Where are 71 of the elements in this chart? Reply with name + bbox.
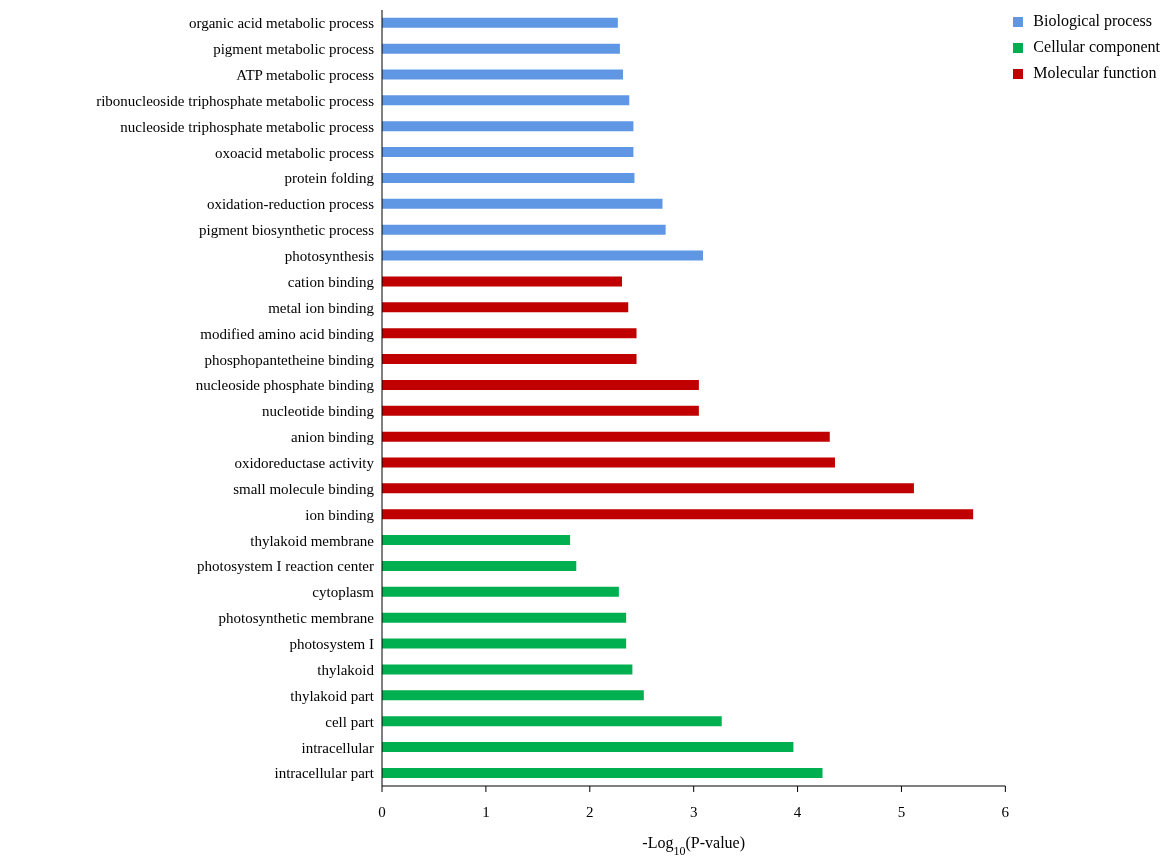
y-tick-label: photosynthesis <box>284 248 375 265</box>
x-axis-title: -Log$_{10}$(P-value) <box>642 834 745 858</box>
bar <box>382 483 914 494</box>
y-tick-label: metal ion binding <box>268 299 375 316</box>
y-tick-label: ribonucleoside triphosphate metabolic process <box>96 92 375 109</box>
bar <box>382 509 974 520</box>
y-tick-label: phosphopantetheine binding <box>204 351 375 368</box>
bar <box>382 43 620 54</box>
legend-label: Biological process <box>1033 12 1152 29</box>
bar <box>382 224 666 235</box>
y-tick-label: photosystem I <box>289 636 374 653</box>
bar <box>382 431 830 442</box>
y-tick-label: small molecule binding <box>233 480 375 497</box>
bar <box>382 690 644 701</box>
y-tick-label: nucleoside phosphate binding <box>195 377 375 394</box>
bar <box>382 405 699 416</box>
x-tick-label: 3 <box>689 803 698 820</box>
y-tick-label: ion binding <box>305 506 375 523</box>
y-tick-label: thylakoid membrane <box>250 532 375 549</box>
y-tick-label: organic acid metabolic process <box>188 15 375 32</box>
x-tick-label: 2 <box>586 803 594 820</box>
bar <box>382 612 627 623</box>
y-tick-label: pigment metabolic process <box>213 41 375 58</box>
bar <box>382 95 630 106</box>
bar <box>382 535 571 546</box>
bar <box>382 172 635 183</box>
bar <box>382 379 699 390</box>
x-tick-label: 5 <box>897 803 906 820</box>
bar <box>382 250 704 261</box>
y-tick-label: cation binding <box>287 273 375 290</box>
bar <box>382 328 637 339</box>
bar <box>382 638 627 649</box>
x-tick-label: 1 <box>482 803 490 820</box>
y-tick-label: cell part <box>325 713 375 730</box>
y-tick-label: thylakoid <box>317 661 375 678</box>
bar <box>382 716 722 727</box>
y-tick-label: oxidoreductase activity <box>234 454 375 471</box>
bar <box>382 302 629 313</box>
bar <box>382 276 622 287</box>
bar <box>382 17 618 28</box>
bar <box>382 121 634 132</box>
y-tick-label: oxidation-reduction process <box>206 196 375 213</box>
y-tick-label: ATP metabolic process <box>236 66 375 83</box>
x-tick-label: 4 <box>793 803 802 820</box>
bar <box>382 767 823 778</box>
y-tick-label: intracellular <box>301 739 374 756</box>
y-tick-label: modified amino acid binding <box>200 325 375 342</box>
bar <box>382 198 663 209</box>
bar <box>382 586 619 597</box>
y-tick-label: protein folding <box>284 170 375 187</box>
y-tick-label: anion binding <box>291 429 375 446</box>
y-tick-label: nucleoside triphosphate metabolic process <box>120 118 375 135</box>
x-tick-label: 6 <box>1001 803 1010 820</box>
y-tick-label: pigment biosynthetic process <box>199 222 375 239</box>
bar <box>382 147 634 158</box>
bar <box>382 742 794 753</box>
x-tick-label: 0 <box>378 803 386 820</box>
y-tick-label: oxoacid metabolic process <box>214 144 375 161</box>
y-tick-label: photosynthetic membrane <box>218 610 375 627</box>
y-tick-label: cytoplasm <box>312 584 375 601</box>
bar <box>382 354 637 365</box>
legend-label: Cellular component <box>1033 38 1160 55</box>
y-tick-label: thylakoid part <box>290 687 375 704</box>
y-tick-label: nucleotide binding <box>261 403 375 420</box>
bar <box>382 457 835 468</box>
y-tick-label: intracellular part <box>274 765 375 782</box>
bar <box>382 664 633 675</box>
y-tick-label: photosystem I reaction center <box>196 558 374 575</box>
bar <box>382 69 624 80</box>
legend-label: Molecular function <box>1033 64 1157 81</box>
bar <box>382 560 577 571</box>
